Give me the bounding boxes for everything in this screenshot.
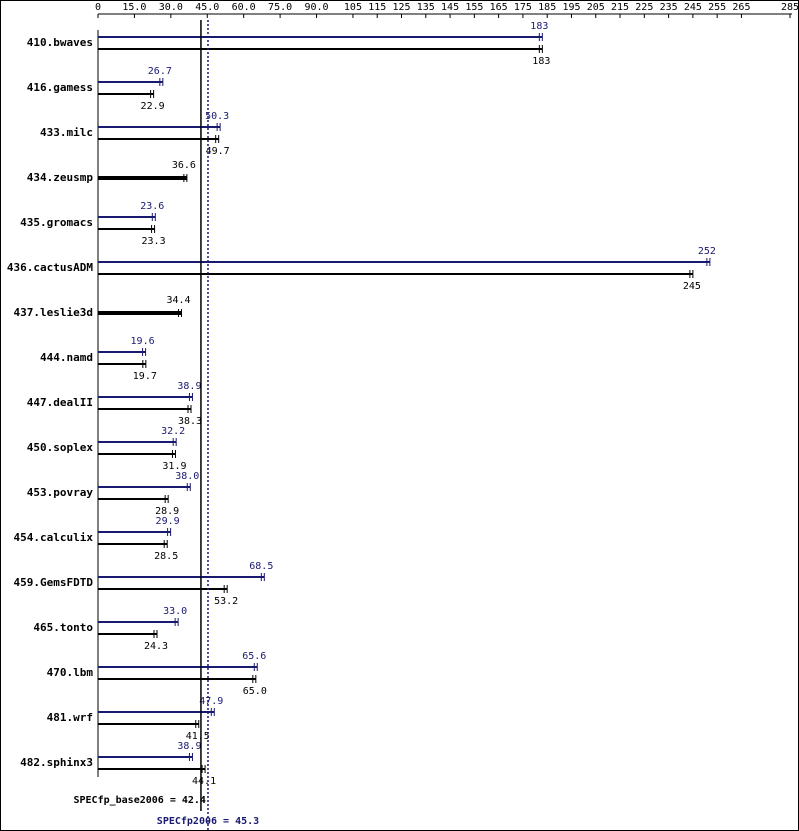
value-label: 50.3 — [205, 111, 229, 122]
benchmark-label: 454.calculix — [14, 531, 94, 544]
value-label: 38.0 — [175, 471, 199, 482]
x-tick-label: 105 — [344, 2, 362, 13]
x-tick-label: 165 — [490, 2, 508, 13]
x-tick-label: 175 — [514, 2, 532, 13]
value-label: 19.7 — [133, 371, 157, 382]
x-tick-label: 285 — [781, 2, 799, 13]
x-tick-label: 15.0 — [122, 2, 146, 13]
value-label: 38.9 — [177, 741, 201, 752]
x-tick-label: 225 — [635, 2, 653, 13]
value-label: 41.5 — [186, 731, 210, 742]
value-label: 19.6 — [131, 336, 155, 347]
benchmark-label: 444.namd — [40, 351, 93, 364]
value-label: 28.9 — [155, 506, 179, 517]
benchmark-label: 437.leslie3d — [14, 306, 93, 319]
benchmark-label: 482.sphinx3 — [20, 756, 93, 769]
value-label: 33.0 — [163, 606, 187, 617]
benchmark-label: 410.bwaves — [27, 36, 93, 49]
value-label: 245 — [683, 281, 701, 292]
value-label: 22.9 — [141, 101, 165, 112]
value-label: 31.9 — [162, 461, 186, 472]
x-tick-label: 135 — [417, 2, 435, 13]
benchmark-label: 470.lbm — [47, 666, 94, 679]
value-label: 23.3 — [142, 236, 166, 247]
value-label: 183 — [530, 21, 548, 32]
value-label: 183 — [532, 56, 550, 67]
x-tick-label: 30.0 — [159, 2, 183, 13]
x-tick-label: 235 — [660, 2, 678, 13]
x-tick-label: 245 — [684, 2, 702, 13]
value-label: 47.9 — [199, 696, 223, 707]
benchmark-label: 434.zeusmp — [27, 171, 94, 184]
value-label: 65.0 — [243, 686, 267, 697]
x-tick-label: 185 — [538, 2, 556, 13]
x-tick-label: 125 — [392, 2, 410, 13]
benchmark-label: 453.povray — [27, 486, 94, 499]
x-tick-label: 90.0 — [304, 2, 328, 13]
benchmark-label: 459.GemsFDTD — [14, 576, 94, 589]
value-label: 23.6 — [140, 201, 164, 212]
x-tick-label: 155 — [465, 2, 483, 13]
value-label: 65.6 — [242, 651, 266, 662]
x-tick-label: 0 — [95, 2, 101, 13]
value-label: 29.9 — [156, 516, 180, 527]
benchmark-label: 481.wrf — [47, 711, 93, 724]
x-tick-label: 145 — [441, 2, 459, 13]
benchmark-label: 450.soplex — [27, 441, 94, 454]
value-label: 38.3 — [178, 416, 202, 427]
benchmark-label: 416.gamess — [27, 81, 93, 94]
x-tick-label: 265 — [732, 2, 750, 13]
benchmark-label: 433.milc — [40, 126, 93, 139]
benchmark-label: 436.cactusADM — [7, 261, 93, 274]
x-tick-label: 75.0 — [268, 2, 292, 13]
benchmark-label: 447.dealII — [27, 396, 93, 409]
x-tick-label: 115 — [368, 2, 386, 13]
reference-label: SPECfp_base2006 = 42.4 — [73, 795, 205, 806]
benchmark-label: 465.tonto — [33, 621, 93, 634]
x-tick-label: 45.0 — [195, 2, 219, 13]
value-label: 44.1 — [192, 776, 216, 787]
benchmark-label: 435.gromacs — [20, 216, 93, 229]
value-label: 28.5 — [154, 551, 178, 562]
x-tick-label: 60.0 — [232, 2, 256, 13]
value-label: 252 — [698, 246, 716, 257]
value-label: 68.5 — [249, 561, 273, 572]
reference-label: SPECfp2006 = 45.3 — [157, 816, 259, 827]
value-label: 53.2 — [214, 596, 238, 607]
x-tick-label: 195 — [562, 2, 580, 13]
value-label: 49.7 — [206, 146, 230, 157]
value-label: 36.6 — [172, 160, 196, 171]
value-label: 26.7 — [148, 66, 172, 77]
value-label: 24.3 — [144, 641, 168, 652]
x-tick-label: 215 — [611, 2, 629, 13]
value-label: 38.9 — [177, 381, 201, 392]
value-label: 34.4 — [166, 295, 190, 306]
value-label: 32.2 — [161, 426, 185, 437]
x-tick-label: 205 — [587, 2, 605, 13]
x-tick-label: 255 — [708, 2, 726, 13]
